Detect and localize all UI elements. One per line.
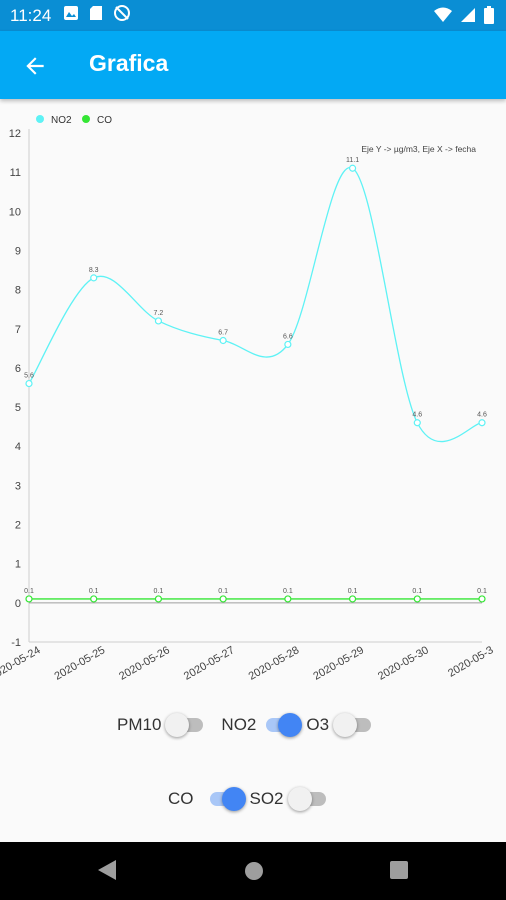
toggle-row-1: PM10 NO2 O3 xyxy=(117,713,385,737)
y-tick-label: 6 xyxy=(15,363,21,375)
no2-data-label: 6.6 xyxy=(283,333,293,340)
legend-marker-no2 xyxy=(36,115,44,123)
co-data-label: 0.1 xyxy=(218,588,228,595)
chart-description: Eje Y -> µg/m3, Eje X -> fecha xyxy=(361,144,476,154)
no2-line xyxy=(28,167,483,443)
y-tick-label: 11 xyxy=(10,167,21,179)
signal-icon xyxy=(460,7,476,28)
y-tick-label: 5 xyxy=(15,402,21,414)
chart-series: 5.6 8.3 7.2 6.7 6.6 11.1 4.6 4.6 0.1 0.1 0.1 0.1 0.1… xyxy=(24,157,487,603)
no2-point xyxy=(284,340,292,349)
co-point xyxy=(154,595,163,603)
battery-icon xyxy=(484,6,494,29)
no2-data-label: 5.6 xyxy=(24,373,34,380)
page-title: Grafica xyxy=(89,50,169,76)
co-data-label: 0.1 xyxy=(89,588,99,595)
co-point xyxy=(478,595,486,603)
x-tick-label: 2020-05-27 xyxy=(182,644,237,683)
no2-switch[interactable] xyxy=(260,713,303,737)
wifi-icon xyxy=(434,7,452,28)
x-tick-label: 2020-05-24 xyxy=(0,644,43,683)
no2-point xyxy=(413,419,421,427)
co-data-label: 0.1 xyxy=(348,588,358,595)
legend-marker-co xyxy=(82,115,90,123)
x-axis-ticks: 2020-05-24 2020-05-25 2020-05-26 2020-05-27… xyxy=(0,644,496,683)
y-tick-label: 8 xyxy=(15,285,21,297)
chart-container: NO2 CO Eje Y -> µg/m3, Eje X -> fecha -1 0… xyxy=(0,100,506,700)
no2-point xyxy=(90,274,98,282)
y-tick-label: -1 xyxy=(11,637,21,649)
navigation-bar xyxy=(0,842,506,900)
y-tick-label: 9 xyxy=(15,245,21,257)
co-point xyxy=(284,595,292,603)
y-tick-label: 10 xyxy=(9,206,21,218)
pm10-switch[interactable] xyxy=(165,713,207,737)
no2-point xyxy=(154,317,163,325)
no2-data-label: 4.6 xyxy=(412,412,422,419)
co-data-label: 0.1 xyxy=(412,588,422,595)
x-tick-label: 2020-05-26 xyxy=(117,644,172,683)
y-tick-label: 0 xyxy=(15,598,21,610)
back-triangle-icon[interactable] xyxy=(96,858,118,887)
co-data-label: 0.1 xyxy=(154,588,164,595)
chart-legend: NO2 CO xyxy=(36,115,112,126)
no2-data-label: 11.1 xyxy=(346,157,359,164)
y-tick-label: 1 xyxy=(15,559,21,571)
so2-switch[interactable] xyxy=(287,787,330,811)
status-bar: 11:24 xyxy=(0,0,506,31)
arrow-back-icon[interactable] xyxy=(22,53,48,79)
no2-data-label: 8.3 xyxy=(89,267,99,274)
x-tick-label: 2020-05-30 xyxy=(376,644,431,683)
chart-axes xyxy=(28,129,482,643)
recents-square-icon[interactable] xyxy=(389,860,409,885)
app-bar: Grafica xyxy=(0,31,506,99)
co-switch[interactable] xyxy=(204,787,246,811)
home-circle-icon[interactable] xyxy=(243,860,265,887)
x-tick-label: 2020-05-3 xyxy=(446,644,495,679)
x-tick-label: 2020-05-25 xyxy=(52,644,107,683)
pm10-label: PM10 xyxy=(117,715,162,734)
no2-data-label: 7.2 xyxy=(154,310,164,317)
sync-disabled-icon xyxy=(113,4,131,27)
no2-point xyxy=(478,419,486,427)
o3-switch[interactable] xyxy=(333,713,375,737)
y-tick-label: 3 xyxy=(15,480,21,492)
co-point xyxy=(413,595,421,603)
y-tick-label: 4 xyxy=(15,441,21,453)
photo-icon xyxy=(63,5,79,26)
co-data-label: 0.1 xyxy=(477,588,487,595)
no2-point xyxy=(219,336,227,345)
no2-label: NO2 xyxy=(221,715,257,734)
y-tick-label: 12 xyxy=(9,128,21,140)
x-tick-label: 2020-05-29 xyxy=(311,644,366,683)
co-point xyxy=(219,595,227,603)
sd-card-icon xyxy=(89,5,103,26)
status-time: 11:24 xyxy=(10,5,52,25)
no2-data-label: 6.7 xyxy=(218,330,228,337)
o3-label: O3 xyxy=(306,715,330,734)
co-data-label: 0.1 xyxy=(24,588,34,595)
y-tick-label: 2 xyxy=(15,520,21,532)
co-point xyxy=(348,595,357,603)
co-label: CO xyxy=(168,789,194,808)
co-point xyxy=(25,595,33,603)
legend-label-no2: NO2 xyxy=(51,115,72,126)
so2-label: SO2 xyxy=(249,789,284,808)
toggle-row-2: CO SO2 xyxy=(168,787,340,811)
x-tick-label: 2020-05-28 xyxy=(247,644,302,683)
legend-label-co: CO xyxy=(97,115,112,126)
line-chart: NO2 CO Eje Y -> µg/m3, Eje X -> fecha -1 0… xyxy=(0,115,496,683)
no2-data-label: 4.6 xyxy=(477,412,487,419)
y-tick-label: 7 xyxy=(15,324,21,336)
no2-point xyxy=(348,164,357,172)
no2-point xyxy=(25,379,33,388)
co-data-label: 0.1 xyxy=(283,588,293,595)
co-point xyxy=(90,595,98,603)
